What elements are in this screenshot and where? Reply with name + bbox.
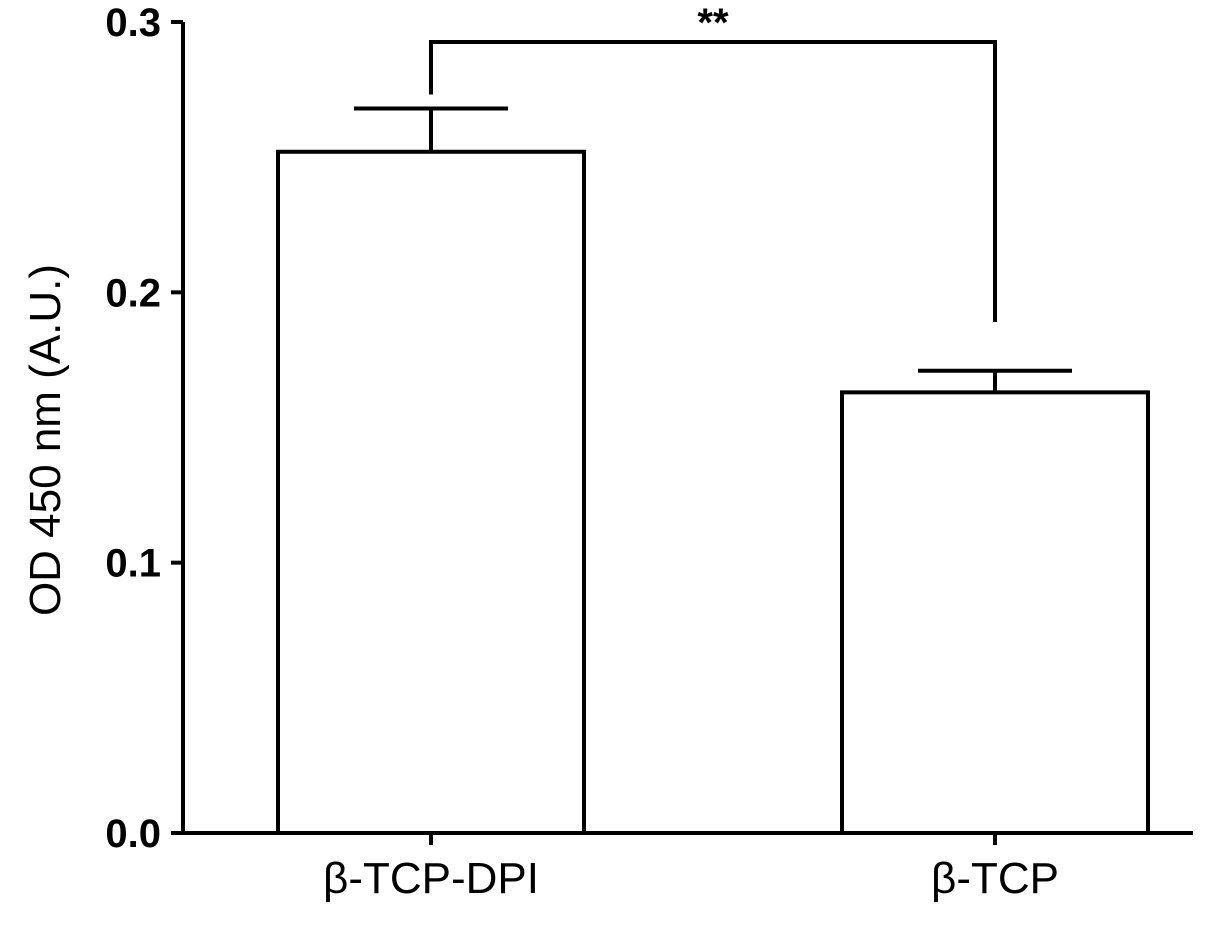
x-tick-label: β-TCP <box>931 854 1059 903</box>
axes: 0.0 0.1 0.2 0.3 β-TCP-DPI β-TCP <box>105 1 1193 903</box>
y-axis-label: OD 450 nm (A.U.) <box>21 264 70 616</box>
bars <box>276 149 1150 835</box>
x-tick-label: β-TCP-DPI <box>323 854 539 903</box>
y-tick-label: 0.1 <box>105 542 161 586</box>
y-tick-label: 0.2 <box>105 271 161 315</box>
significance-label: ** <box>697 1 729 45</box>
significance-bracket <box>429 40 997 322</box>
significance-annotation: ** <box>429 1 997 322</box>
bar <box>276 149 586 835</box>
error-bars <box>354 106 1072 393</box>
bar <box>840 390 1150 835</box>
y-tick-label: 0.0 <box>105 812 161 856</box>
y-tick-label: 0.3 <box>105 1 161 45</box>
